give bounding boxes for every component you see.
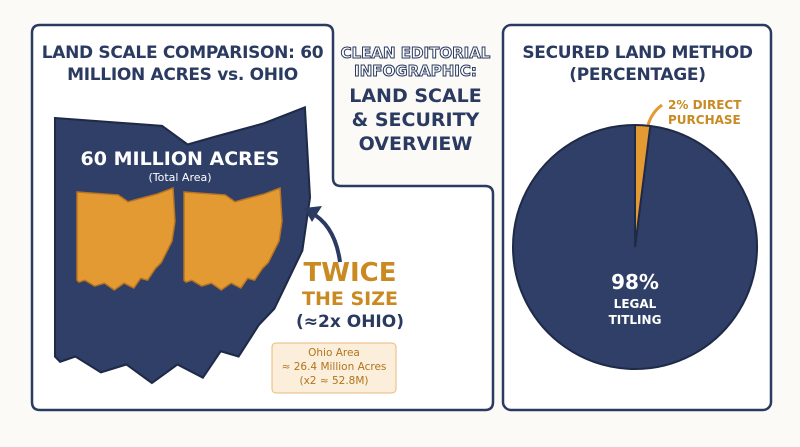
map-sublabel: (Total Area): [148, 171, 212, 184]
panel-title: LAND SCALE COMPARISON: 60 MILLION ACRES …: [41, 43, 324, 85]
main-title: LAND SCALE & SECURITY OVERVIEW: [349, 85, 482, 155]
pointer: [646, 103, 663, 126]
callout: THE SIZE: [302, 288, 398, 310]
callout: TWICE: [303, 258, 397, 288]
value-label: 98%: [611, 270, 659, 294]
kicker: CLEAN EDITORIAL INFOGRAPHIC:: [340, 44, 491, 81]
pie: [512, 123, 758, 370]
value-label: 2%: [668, 98, 689, 112]
note-box: [271, 342, 397, 394]
category-label: DIRECT PURCHASE: [668, 98, 742, 127]
chart-title: SECURED LAND METHOD (PERCENTAGE): [522, 43, 753, 85]
note-line: ≈ 26.4 Million Acres: [281, 361, 387, 373]
arrow-head: [304, 206, 322, 222]
note: Ohio Area ≈ 26.4 Million Acres (x2 ≈ 52.…: [272, 346, 396, 388]
map-label: 60 MILLION ACRES: [80, 148, 280, 170]
note-line: (x2 ≈ 52.8M): [299, 375, 369, 387]
callout: (≈2x OHIO): [296, 312, 404, 332]
note-line: Ohio Area: [308, 347, 360, 359]
slice-label: 2% DIRECT PURCHASE: [668, 98, 748, 128]
pie-slice: [634, 123, 652, 248]
category-label: LEGAL TITLING: [608, 297, 662, 327]
